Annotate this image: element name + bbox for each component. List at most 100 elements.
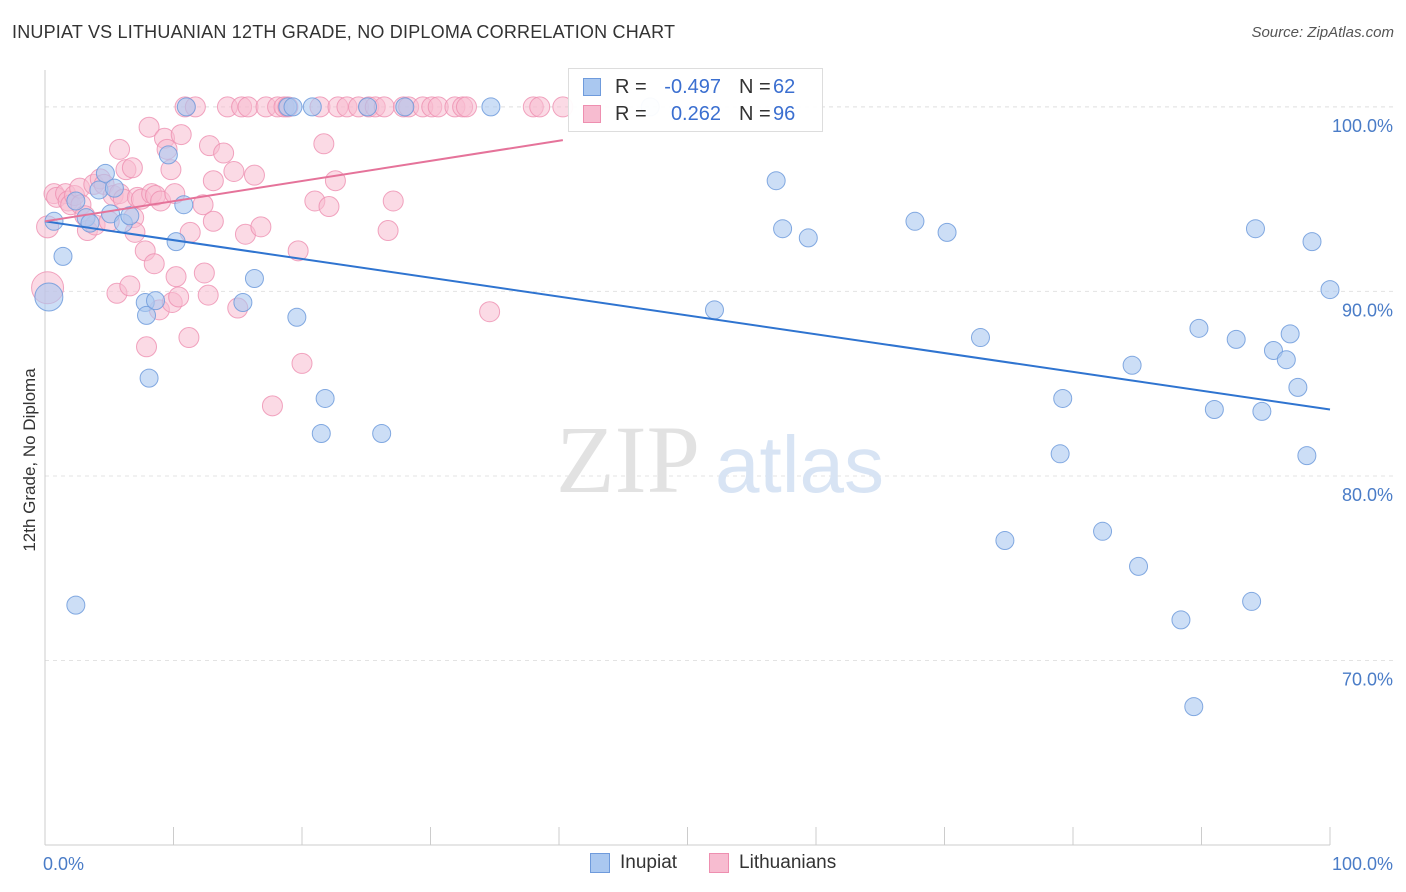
inupiat-point <box>970 328 990 348</box>
n-value: 62 <box>773 75 796 98</box>
inupiat-point <box>120 206 140 226</box>
lithuanians-point <box>193 262 215 284</box>
inupiat-legend-swatch <box>590 853 610 873</box>
x-tick-label: 100.0% <box>1332 854 1393 874</box>
inupiat-point <box>995 531 1015 551</box>
lithuanians-point <box>223 160 245 182</box>
inupiat-point <box>1280 324 1300 344</box>
lithuanians-point <box>202 210 224 232</box>
inupiat-point <box>773 219 793 239</box>
inupiat-point <box>1276 350 1296 370</box>
stats-legend: R = -0.497 N = 62 R = 0.262 N = 96 <box>568 68 823 132</box>
lithuanians-point <box>261 395 283 417</box>
inupiat-point <box>95 163 115 183</box>
inupiat-point <box>66 191 86 211</box>
lithuanians-point <box>382 190 404 212</box>
inupiat-point <box>1302 232 1322 252</box>
lithuanians-point <box>170 124 192 146</box>
inupiat-point <box>66 595 86 615</box>
legend-item-lithuanians: Lithuanians <box>709 852 836 874</box>
y-tick-label: 100.0% <box>1332 116 1393 136</box>
inupiat-point <box>44 211 64 231</box>
inupiat-point <box>395 97 415 117</box>
watermark-atlas: atlas <box>715 420 884 509</box>
inupiat-point <box>766 171 786 191</box>
inupiat-point <box>1288 377 1308 397</box>
inupiat-point <box>937 222 957 242</box>
inupiat-point <box>1252 401 1272 421</box>
lithuanians-point <box>291 352 313 374</box>
inupiat-point <box>1263 340 1283 360</box>
lithuanians-point <box>250 216 272 238</box>
lithuanians-point <box>138 116 160 138</box>
inupiat-point <box>1245 219 1265 239</box>
series-legend: Inupiat Lithuanians <box>590 852 868 874</box>
y-tick-label: 70.0% <box>1342 669 1393 689</box>
inupiat-point <box>1189 318 1209 338</box>
inupiat-point <box>1320 280 1340 300</box>
inupiat-point <box>287 307 307 327</box>
lithuanians-point <box>197 284 219 306</box>
r-label: R = <box>615 102 647 125</box>
r-value: 0.262 <box>670 102 721 125</box>
lithuanians-point <box>479 301 501 323</box>
inupiat-point <box>139 368 159 388</box>
inupiat-point <box>53 246 73 266</box>
tick-labels: 70.0% 80.0% 90.0% 100.0% 0.0% 100.0% <box>43 116 1393 874</box>
inupiat-point <box>1184 697 1204 717</box>
lithuanians-point <box>165 266 187 288</box>
inupiat-point <box>1242 591 1262 611</box>
inupiat-point <box>233 293 253 312</box>
inupiat-point <box>1297 446 1317 466</box>
lithuanians-point <box>313 133 335 155</box>
lithuanians-points <box>31 96 574 417</box>
lithuanians-point <box>121 157 143 179</box>
lithuanians-point <box>168 286 190 308</box>
lithuanians-point <box>287 240 309 262</box>
inupiat-trend-line <box>44 220 1331 411</box>
lithuanians-legend-label: Lithuanians <box>739 852 837 873</box>
lithuanians-point <box>136 336 158 358</box>
lithuanians-point <box>143 253 165 275</box>
inupiat-point <box>1226 329 1246 349</box>
n-value: 96 <box>773 102 796 125</box>
lithuanians-point <box>377 220 399 242</box>
inupiat-swatch <box>583 78 601 96</box>
inupiat-point <box>146 291 166 311</box>
axes <box>44 70 1331 846</box>
inupiat-point <box>315 388 335 408</box>
inupiat-point <box>1122 355 1142 375</box>
lithuanians-point <box>178 327 200 349</box>
lithuanians-point <box>455 96 477 118</box>
inupiat-point <box>244 269 264 289</box>
lithuanians-point <box>529 96 551 118</box>
inupiat-point <box>1050 444 1070 464</box>
r-value: -0.497 <box>664 75 721 98</box>
inupiat-point <box>137 305 157 325</box>
inupiat-legend-label: Inupiat <box>620 852 678 873</box>
n-label: N = <box>739 102 771 125</box>
inupiat-point <box>481 97 501 117</box>
inupiat-point <box>905 211 925 231</box>
inupiat-point <box>1204 400 1224 420</box>
inupiat-point <box>704 300 724 320</box>
y-tick-label: 90.0% <box>1342 300 1393 320</box>
n-label: N = <box>739 75 771 98</box>
inupiat-point <box>1053 388 1073 408</box>
inupiat-point <box>1129 556 1149 576</box>
lithuanians-point <box>202 170 224 192</box>
y-tick-label: 80.0% <box>1342 485 1393 505</box>
r-label: R = <box>615 75 647 98</box>
x-tick-label: 0.0% <box>43 854 84 874</box>
lithuanians-legend-swatch <box>709 853 730 873</box>
inupiat-point <box>104 178 124 198</box>
trend-lines <box>44 139 1331 411</box>
legend-row-inupiat: R = -0.497 N = 62 <box>583 75 795 99</box>
inupiat-point <box>372 424 392 444</box>
legend-row-lithuanians: R = 0.262 N = 96 <box>583 102 795 126</box>
lithuanians-swatch <box>583 105 601 123</box>
lithuanians-point <box>109 138 131 160</box>
inupiat-point <box>798 228 818 248</box>
lithuanians-point <box>318 196 340 218</box>
